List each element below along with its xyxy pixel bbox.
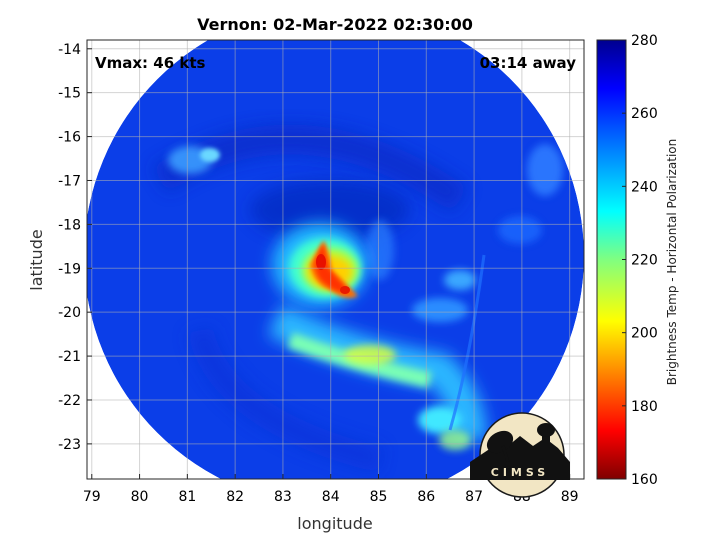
logo-text: CIMSS [491, 466, 549, 479]
colorbar-tick-label: 220 [631, 253, 658, 269]
colorbar-tick-label: 160 [631, 472, 658, 488]
colorbar-tick-label: 180 [631, 399, 658, 415]
y-tick-label: -20 [58, 305, 81, 321]
x-tick-label: 86 [417, 489, 435, 505]
vmax-annotation: Vmax: 46 kts [95, 54, 205, 72]
colorbar-tick-label: 200 [631, 326, 658, 342]
y-tick-label: -21 [58, 349, 81, 365]
cimss-logo: CIMSS [470, 412, 570, 498]
colorbar-label: Brightness Temp - Horizontal Polarizatio… [665, 139, 679, 386]
colorbar-tick-label: 240 [631, 179, 658, 195]
y-tick-label: -15 [58, 86, 81, 102]
x-tick-label: 85 [370, 489, 388, 505]
axis-layer: 7980818283848586878889-14-15-16-17-18-19… [58, 42, 578, 505]
swath-image [87, 40, 584, 479]
x-axis-label: longitude [297, 514, 372, 533]
colorbar-tick-label: 260 [631, 106, 658, 122]
time-away-annotation: 03:14 away [480, 54, 577, 72]
x-tick-label: 87 [465, 489, 483, 505]
y-tick-label: -17 [58, 173, 81, 189]
x-tick-label: 81 [178, 489, 196, 505]
axes-frame [86, 39, 585, 480]
colorbar-gradient [596, 39, 627, 480]
satellite-dish-icon [486, 430, 514, 454]
colorbar-ticks: 280 260 240 220 200 180 160 [622, 33, 658, 488]
x-tick-label: 80 [131, 489, 149, 505]
y-tick-label: -14 [58, 42, 81, 58]
colorbar: 280 260 240 220 200 180 160 Brightness Temp - … [596, 33, 679, 488]
y-tick-label: -22 [58, 393, 81, 409]
y-axis-label: latitude [27, 229, 46, 290]
x-tick-label: 79 [83, 489, 101, 505]
chart-title: Vernon: 02-Mar-2022 02:30:00 [197, 15, 473, 34]
y-tick-label: -18 [58, 217, 81, 233]
x-tick-label: 83 [274, 489, 292, 505]
water-tower-icon [542, 432, 550, 462]
x-tick-label: 82 [226, 489, 244, 505]
colorbar-tick-label: 280 [631, 33, 658, 49]
y-tick-label: -19 [58, 261, 81, 277]
y-tick-label: -23 [58, 437, 81, 453]
x-tick-label: 89 [561, 489, 579, 505]
y-tick-label: -16 [58, 130, 81, 146]
x-tick-label: 84 [322, 489, 340, 505]
